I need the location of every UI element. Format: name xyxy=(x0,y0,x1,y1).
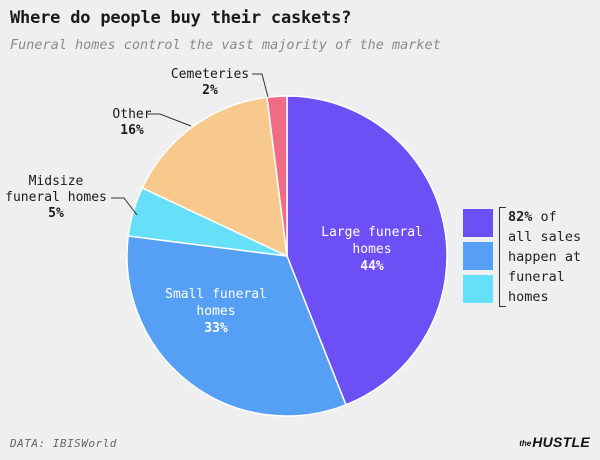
callout-highlight: 82% xyxy=(508,209,533,225)
callout-line: happen at xyxy=(508,249,582,265)
slice-value-label: 2% xyxy=(202,83,218,98)
leader-line xyxy=(252,73,269,98)
callout-swatch-large xyxy=(463,209,493,237)
callout-swatch-small xyxy=(463,242,493,270)
callout-line: funeral xyxy=(508,269,565,285)
chart-title: Where do people buy their caskets? xyxy=(10,8,352,28)
callout-line: homes xyxy=(508,289,549,305)
slice-label: Small funeral xyxy=(165,287,267,302)
pie-slice xyxy=(286,95,448,406)
hustle-logo: theHUSTLE xyxy=(519,434,590,450)
slice-label: homes xyxy=(196,304,235,319)
callout-line: all sales xyxy=(508,229,582,245)
slice-label: Large funeral xyxy=(321,225,423,240)
callout-line: of xyxy=(532,209,557,225)
pie-slice xyxy=(266,95,288,257)
slice-value-label: 16% xyxy=(120,123,144,138)
pie-slice xyxy=(141,96,288,258)
slice-label: Midsize xyxy=(29,174,84,189)
chart-subtitle: Funeral homes control the vast majority … xyxy=(10,37,441,53)
slice-value-label: 5% xyxy=(48,206,64,221)
funeral-homes-callout: 82% of all sales happen at funeral homes xyxy=(463,207,585,307)
pie-slice xyxy=(126,235,347,417)
callout-bracket xyxy=(499,207,506,307)
slice-label: homes xyxy=(352,242,391,257)
slice-value-label: 44% xyxy=(360,259,384,274)
slice-value-label: 33% xyxy=(204,321,228,336)
callout-swatch-midsize xyxy=(463,275,493,303)
callout-text: 82% of all sales happen at funeral homes xyxy=(508,207,588,307)
slice-label: Other xyxy=(112,107,151,122)
data-source: DATA: IBISWorld xyxy=(10,437,117,450)
leader-line xyxy=(111,197,138,216)
leader-line xyxy=(148,113,192,127)
slice-label: funeral homes xyxy=(5,190,107,205)
slice-label: Cemeteries xyxy=(171,67,249,82)
